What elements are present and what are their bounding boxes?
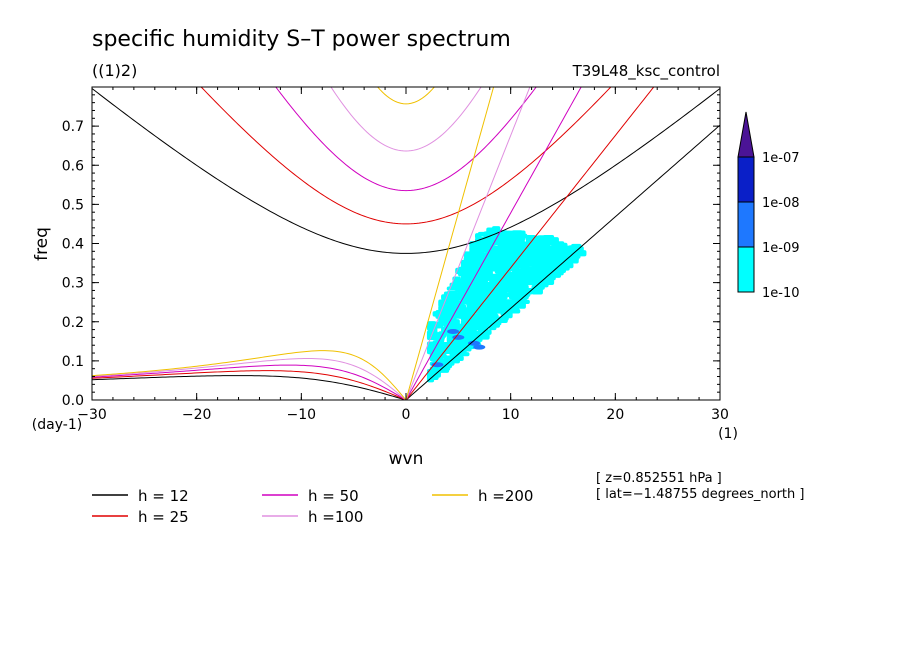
chart-subtitle-right: T39L48_ksc_control <box>572 62 720 81</box>
legend: h = 12 h = 25 h = 50 h =100 h =200 <box>92 487 533 526</box>
kelvin-wave-curve <box>405 87 655 400</box>
colorbar-label: 1e-10 <box>762 286 800 301</box>
y-axis: 0.0 0.1 0.2 0.3 0.4 0.5 0.6 0.7 <box>62 94 720 409</box>
power-cell <box>458 352 470 357</box>
y-axis-unit: (day-1) <box>32 417 82 433</box>
er-wave-curve <box>92 350 407 400</box>
power-cell-high <box>452 334 465 340</box>
power-cell <box>514 302 526 309</box>
dispersion-curves <box>92 87 720 400</box>
y-tick-label: 0.3 <box>62 276 84 292</box>
annotation-z: [ z=0.852551 hPa ] <box>596 471 722 486</box>
er-wave-curve <box>92 370 407 400</box>
legend-label: h = 25 <box>138 508 189 526</box>
power-cell <box>483 329 492 335</box>
power-cell-high <box>447 329 460 335</box>
ig-wave-curve <box>92 88 720 254</box>
colorbar-segment <box>737 246 755 293</box>
power-cell <box>506 302 514 307</box>
colorbar-label: 1e-07 <box>762 151 800 166</box>
power-cell <box>497 294 508 300</box>
x-tick-label: 10 <box>502 407 520 423</box>
ig-wave-curve <box>275 87 537 192</box>
annotation-lat: [ lat=−1.48755 degrees_north ] <box>596 487 804 502</box>
colorbar-segment <box>737 201 755 248</box>
chart-title: specific humidity S–T power spectrum <box>92 27 511 52</box>
x-tick-label: −30 <box>77 407 107 423</box>
ig-wave-curve <box>200 87 612 225</box>
legend-label: h = 50 <box>308 487 359 505</box>
colorbar-label: 1e-09 <box>762 241 800 256</box>
x-tick-label: −20 <box>182 407 212 423</box>
y-tick-label: 0.0 <box>62 393 84 409</box>
power-cell-high <box>473 344 486 350</box>
x-axis: −30 −20 −10 0 10 20 30 <box>77 87 729 423</box>
power-cell <box>520 233 528 239</box>
kelvin-wave-curve <box>405 87 495 400</box>
x-axis-unit: (1) <box>718 426 738 442</box>
y-tick-label: 0.6 <box>62 158 84 174</box>
kelvin-wave-curve <box>405 87 531 400</box>
power-shading <box>426 226 587 383</box>
y-tick-label: 0.5 <box>62 197 84 213</box>
y-axis-label: freq <box>32 227 52 261</box>
legend-label: h =100 <box>308 508 363 526</box>
power-cell <box>520 299 530 304</box>
colorbar-segment <box>737 156 755 203</box>
kelvin-wave-curve <box>405 124 720 400</box>
colorbar: 1e-10 1e-09 1e-08 1e-07 <box>737 111 800 301</box>
ig-wave-curve <box>376 87 436 105</box>
x-tick-label: 30 <box>711 407 729 423</box>
x-tick-label: 20 <box>606 407 624 423</box>
power-cell <box>458 304 466 310</box>
power-cell-high <box>468 340 481 346</box>
x-tick-label: −10 <box>287 407 317 423</box>
power-cell <box>452 299 461 305</box>
y-tick-label: 0.2 <box>62 315 84 331</box>
colorbar-arrow <box>737 111 755 158</box>
y-tick-label: 0.4 <box>62 237 84 253</box>
y-tick-label: 0.7 <box>62 119 84 135</box>
power-cell-high <box>431 362 444 368</box>
chart-subtitle-left: ((1)2) <box>92 61 137 80</box>
ig-wave-curve <box>330 87 482 152</box>
x-tick-label: 0 <box>402 407 411 423</box>
power-cell <box>576 246 584 252</box>
er-wave-curve <box>92 375 407 400</box>
er-wave-curve <box>92 357 407 400</box>
er-wave-curve <box>92 364 407 400</box>
y-tick-label: 0.1 <box>62 354 84 370</box>
plot-frame <box>91 86 721 401</box>
colorbar-label: 1e-08 <box>762 196 800 211</box>
kelvin-wave-curve <box>405 87 582 400</box>
legend-label: h = 12 <box>138 487 189 505</box>
legend-label: h =200 <box>478 487 533 505</box>
x-axis-label: wvn <box>389 449 424 469</box>
